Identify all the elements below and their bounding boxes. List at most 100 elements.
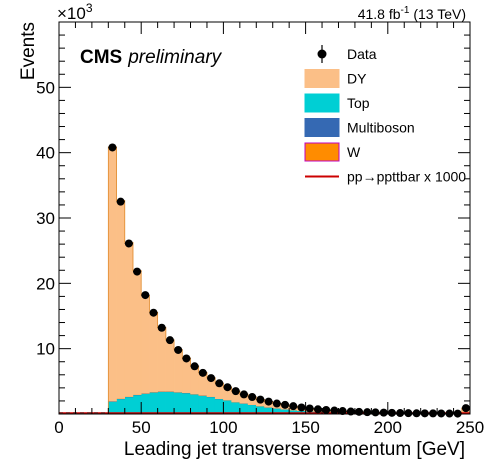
bar-top: [140, 393, 150, 415]
data-point: [313, 405, 323, 414]
x-tick-label: 0: [54, 418, 63, 437]
data-point: [206, 374, 216, 383]
cms-label: CMS preliminary: [80, 47, 223, 68]
bar-dy: [182, 357, 191, 393]
data-point: [239, 390, 249, 399]
data-points: [108, 143, 470, 418]
bar-dy: [149, 312, 158, 393]
data-point: [379, 408, 388, 417]
data-point: [157, 323, 166, 332]
data-point: [420, 409, 429, 418]
legend-label: DY: [347, 71, 367, 87]
cms-word: CMS: [80, 47, 122, 68]
data-point: [404, 409, 413, 418]
data-point: [108, 143, 117, 152]
data-point: [437, 409, 446, 418]
data-point: [215, 379, 224, 388]
lumi-power: -1: [401, 5, 410, 16]
bar-top: [190, 394, 199, 415]
luminosity-label: 41.8 fb-1 (13 TeV): [358, 5, 466, 22]
data-point: [132, 267, 142, 276]
data-point: [182, 354, 191, 363]
legend-item: W: [304, 142, 361, 162]
bar-top: [149, 392, 158, 415]
axis-ticks: [58, 22, 471, 414]
y-tick-labels: 10 20 30 40 50: [36, 78, 55, 358]
data-point: [198, 368, 207, 377]
bar-dy: [157, 327, 167, 392]
bar-top: [214, 398, 224, 415]
bar-dy: [116, 200, 126, 399]
data-point: [272, 399, 281, 408]
data-point: [461, 404, 470, 413]
bar-top: [173, 392, 183, 415]
data-point: [190, 362, 199, 371]
x-tick-label: 100: [209, 418, 237, 437]
data-point: [330, 406, 339, 415]
data-point: [165, 336, 175, 345]
preliminary-word: preliminary: [127, 47, 222, 68]
data-point: [248, 393, 257, 402]
data-point: [338, 407, 347, 416]
data-point: [280, 400, 290, 409]
data-point: [396, 409, 405, 418]
data-point: [223, 383, 232, 392]
x-tick-labels: 0 50 100 150 200 250: [54, 418, 484, 437]
data-point: [371, 408, 380, 417]
x-tick-label: 150: [291, 418, 319, 437]
y-tick-label: 20: [36, 274, 55, 293]
legend-item: DY: [304, 69, 367, 88]
lumi-energy: (13 TeV): [409, 6, 466, 22]
x-tick-label: 250: [456, 418, 484, 437]
bar-dy: [132, 270, 142, 395]
legend: Data DY Top Multiboson Wpp→ppttbar x 1000: [304, 45, 466, 185]
bar-top: [157, 391, 167, 415]
bar-top: [124, 396, 134, 415]
data-point: [141, 291, 150, 300]
legend-item: Data: [317, 45, 377, 63]
bar-top: [182, 392, 191, 415]
data-point: [322, 405, 331, 414]
bar-top: [165, 391, 175, 415]
data-point: [256, 395, 265, 404]
data-point: [174, 345, 183, 354]
bar-top: [132, 394, 142, 415]
bar-dy: [124, 242, 134, 397]
legend-label: Top: [347, 95, 370, 111]
bar-top: [116, 398, 126, 415]
y-axis-exponent: ×103: [57, 1, 93, 23]
data-point: [116, 197, 125, 206]
data-point: [231, 387, 240, 396]
data-point: [412, 409, 421, 418]
x-tick-label: 50: [132, 418, 151, 437]
data-point: [428, 409, 438, 418]
exponent-base: ×10: [57, 4, 86, 23]
data-point: [297, 403, 306, 412]
x-axis-label: Leading jet transverse momentum [GeV]: [124, 439, 465, 460]
legend-item: pp→ppttbar x 1000: [305, 169, 466, 185]
bar-dy: [165, 339, 175, 392]
bar-dy: [140, 295, 150, 394]
legend-label: Data: [347, 46, 377, 62]
stacked-histogram: [107, 146, 471, 415]
bar-top: [108, 401, 117, 415]
lumi-value: 41.8 fb: [358, 6, 401, 22]
bar-dy: [108, 146, 117, 402]
bar-top: [206, 396, 216, 415]
data-point: [149, 308, 158, 317]
legend-item: Multiboson: [304, 118, 415, 137]
data-point: [363, 408, 372, 417]
bar-top: [198, 395, 208, 415]
data-point: [305, 404, 314, 413]
legend-label: Multiboson: [347, 120, 415, 136]
legend-item: Top: [304, 93, 370, 113]
legend-label: W: [347, 144, 361, 160]
data-point: [264, 397, 273, 406]
x-tick-label: 200: [374, 418, 402, 437]
y-axis-label: Events: [18, 22, 39, 80]
data-point: [124, 239, 133, 248]
y-tick-label: 50: [36, 78, 55, 97]
data-point: [354, 407, 364, 416]
legend-label: pp→ppttbar x 1000: [347, 169, 466, 185]
bar-top: [223, 400, 232, 415]
